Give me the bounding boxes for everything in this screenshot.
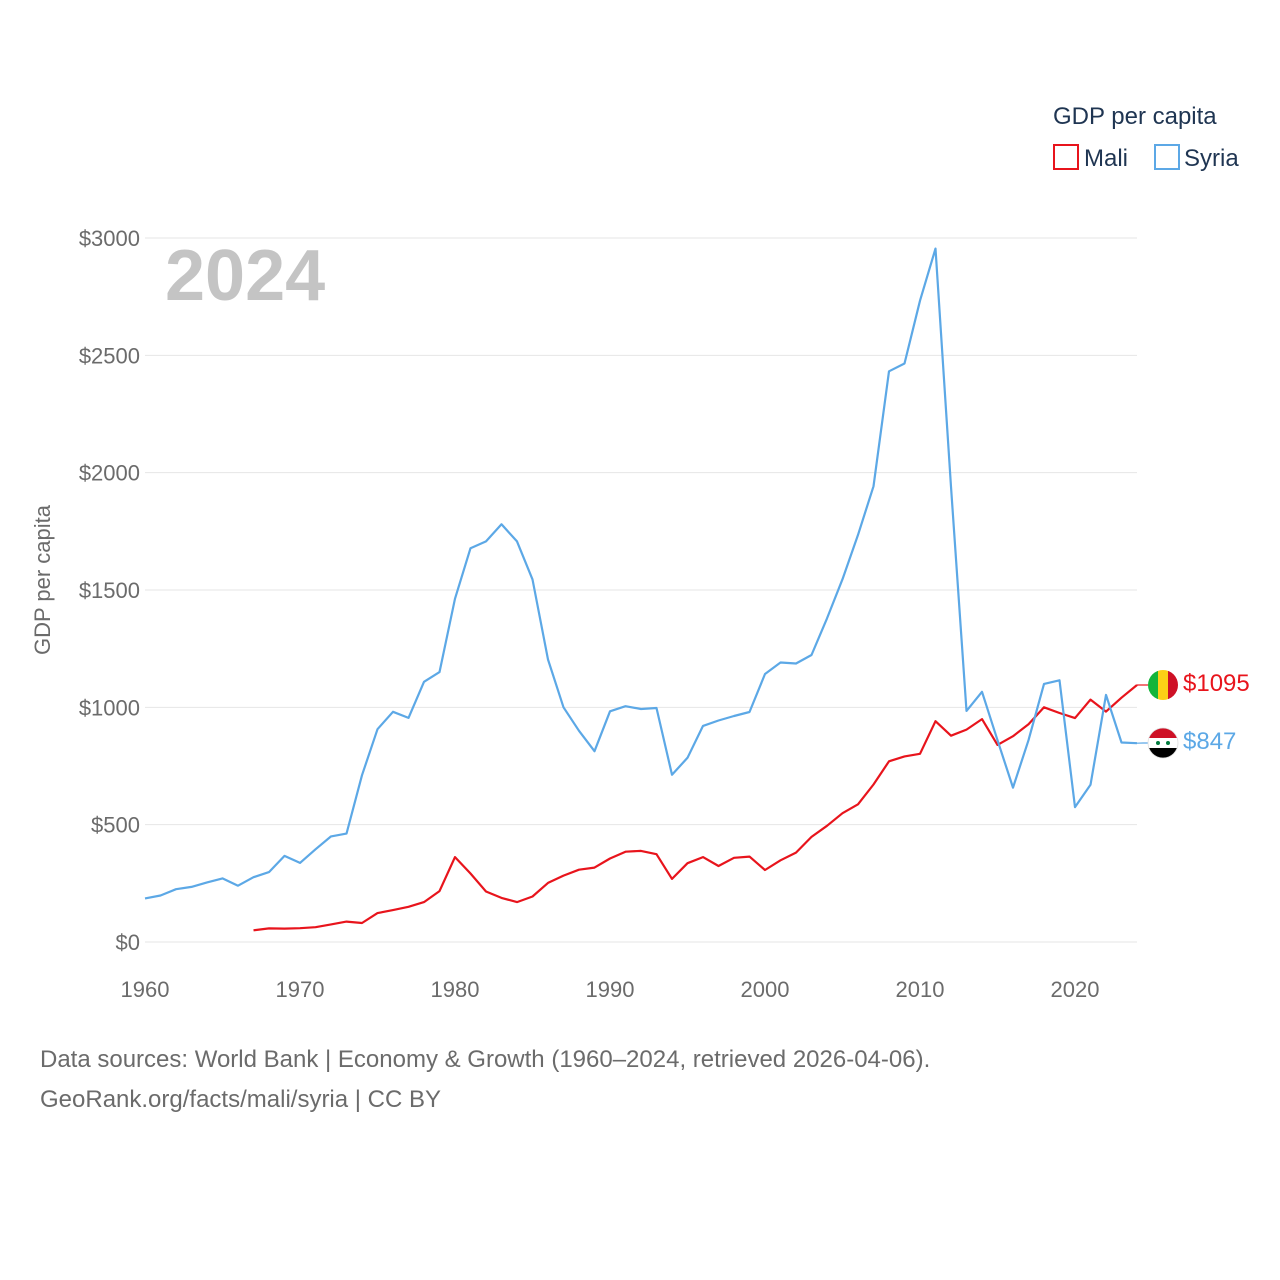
end-labels: $1095 $847 — [1147, 670, 1250, 759]
x-tick-label: 2000 — [741, 977, 790, 1002]
footer: Data sources: World Bank | Economy & Gro… — [40, 1040, 930, 1120]
y-tick-label: $0 — [116, 930, 140, 955]
year-overlay: 2024 — [165, 236, 325, 316]
legend-label-mali: Mali — [1084, 145, 1128, 172]
y-tick-label: $2000 — [79, 461, 140, 486]
syria-flag-icon — [1147, 727, 1179, 759]
x-tick-label: 1980 — [431, 977, 480, 1002]
x-tick-label: 2010 — [896, 977, 945, 1002]
footer-credit: GeoRank.org/facts/mali/syria | CC BY — [40, 1086, 442, 1113]
legend-swatch-mali — [1053, 144, 1079, 170]
legend-label-syria: Syria — [1184, 145, 1239, 172]
x-tick-label: 2020 — [1051, 977, 1100, 1002]
end-label-syria: $847 — [1183, 728, 1236, 755]
x-tick-label: 1960 — [121, 977, 170, 1002]
legend-swatch-syria — [1154, 144, 1180, 170]
legend-title: GDP per capita — [1053, 103, 1217, 130]
x-axis-ticks: 1960 1970 1980 1990 2000 2010 2020 — [121, 977, 1100, 1002]
legend: GDP per capita Mali Syria — [1053, 103, 1239, 172]
series-line-mali — [253, 684, 1138, 932]
y-tick-label: $500 — [91, 813, 140, 838]
x-tick-label: 1970 — [276, 977, 325, 1002]
y-tick-label: $2500 — [79, 343, 140, 368]
y-tick-label: $3000 — [79, 226, 140, 251]
mali-flag-icon — [1148, 670, 1178, 700]
gdp-per-capita-chart: $0 $500 $1000 $1500 $2000 $2500 $3000 1960 1970… — [30, 103, 1250, 1002]
y-axis-title: GDP per capita — [30, 504, 55, 655]
y-tick-label: $1000 — [79, 695, 140, 720]
footer-sources: Data sources: World Bank | Economy & Gro… — [40, 1046, 931, 1073]
series-line-syria — [144, 247, 1138, 900]
y-axis-ticks: $0 $500 $1000 $1500 $2000 $2500 $3000 — [79, 226, 140, 955]
y-tick-label: $1500 — [79, 578, 140, 603]
end-label-mali: $1095 — [1183, 670, 1250, 697]
x-tick-label: 1990 — [586, 977, 635, 1002]
gridlines — [145, 237, 1137, 943]
series-lines — [144, 247, 1148, 932]
